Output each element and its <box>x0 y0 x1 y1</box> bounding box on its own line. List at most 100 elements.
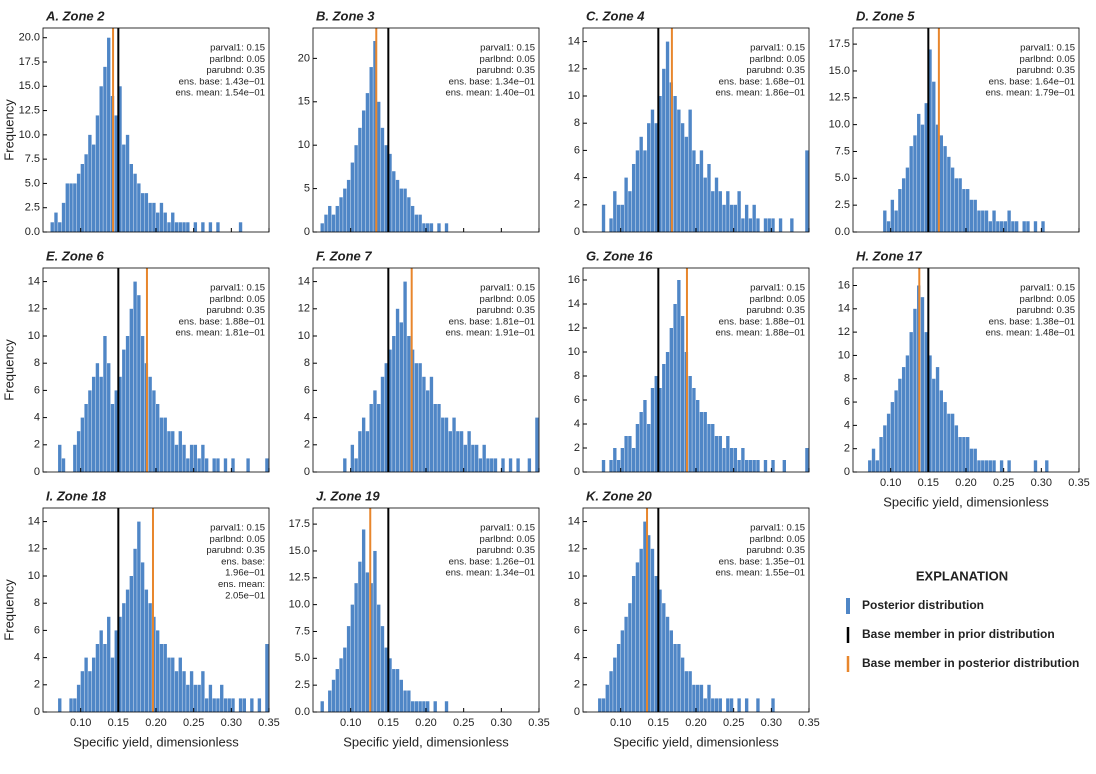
panel-title: E. Zone 6 <box>46 248 105 263</box>
y-tick-label: 5.0 <box>295 652 310 664</box>
x-tick-label: 0.10 <box>70 717 91 729</box>
bar <box>73 444 77 472</box>
y-tick-label: 10 <box>28 330 40 342</box>
bar <box>361 529 366 712</box>
y-tick-label: 2 <box>574 679 580 691</box>
annotation: ens. base: 1.64e−01 <box>989 76 1075 87</box>
bar <box>741 448 745 472</box>
bar <box>414 363 419 472</box>
bar <box>365 93 370 232</box>
bar <box>714 177 719 232</box>
bar <box>95 363 100 472</box>
y-tick-label: 5.0 <box>835 172 850 184</box>
y-tick-label: 14 <box>568 298 580 310</box>
annotation: parlbnd: 0.05 <box>210 534 265 545</box>
y-tick-label: 10 <box>298 139 310 151</box>
bar <box>493 458 498 472</box>
y-tick-label: 12 <box>28 303 40 315</box>
bar <box>118 86 122 233</box>
bar <box>197 458 201 472</box>
bar <box>208 222 213 232</box>
bar <box>722 204 726 232</box>
bar <box>620 448 625 472</box>
bar <box>707 684 711 712</box>
bar <box>1011 221 1015 232</box>
bar <box>650 548 655 712</box>
y-tick-label: 6 <box>34 384 40 396</box>
bar <box>692 150 696 232</box>
bar <box>324 214 328 232</box>
y-tick-label: 12 <box>298 303 310 315</box>
bar <box>763 460 768 472</box>
bar <box>61 458 66 472</box>
y-tick-label: 2.5 <box>835 199 850 211</box>
y-tick-label: 16 <box>568 274 580 286</box>
bar <box>88 390 92 472</box>
bar <box>212 698 216 712</box>
bar <box>771 460 775 472</box>
bar <box>137 183 141 232</box>
bar <box>69 183 73 232</box>
y-axis-label: Frequency <box>1 99 16 161</box>
y-tick-label: 0 <box>304 226 310 238</box>
bar <box>669 328 673 472</box>
legend-title: EXPLANATION <box>916 568 1008 583</box>
bar <box>703 698 707 712</box>
annotation: ens. mean: 1.40e−01 <box>445 88 535 99</box>
bar <box>107 363 111 472</box>
annotation: ens. base: 1.68e−01 <box>719 76 805 87</box>
bar <box>898 189 902 232</box>
bar <box>358 431 362 472</box>
bar <box>178 222 182 232</box>
bar <box>684 136 689 232</box>
bar <box>174 222 179 232</box>
bar <box>354 458 358 472</box>
x-tick-label: 0.15 <box>378 717 399 729</box>
bar <box>613 191 617 232</box>
bar <box>992 210 996 232</box>
bar <box>178 657 182 712</box>
annotation: parlbnd: 0.05 <box>210 294 265 305</box>
annotation: ens. base: 1.34e−01 <box>449 76 535 87</box>
x-tick-label: 0.25 <box>993 477 1014 489</box>
x-tick-label: 0.25 <box>183 717 204 729</box>
y-tick-label: 7.5 <box>835 145 850 157</box>
bar <box>148 202 152 232</box>
y-tick-label: 12.5 <box>829 92 850 104</box>
bar <box>339 197 343 232</box>
bar <box>639 412 643 472</box>
bar <box>122 144 126 232</box>
bar <box>905 167 910 232</box>
bar <box>410 701 415 712</box>
bar <box>1003 221 1008 232</box>
bar <box>174 444 179 472</box>
bar <box>624 177 628 232</box>
bar <box>635 150 640 232</box>
bar <box>696 400 700 472</box>
x-tick-label: 0.30 <box>1031 477 1052 489</box>
x-tick-label: 0.15 <box>918 477 939 489</box>
bar <box>935 124 940 232</box>
bar <box>231 458 235 472</box>
bar <box>508 458 513 472</box>
annotation: parubnd: 0.35 <box>746 545 805 556</box>
y-tick-label: 17.5 <box>289 518 310 530</box>
x-tick-label: 0.30 <box>221 717 242 729</box>
bar <box>129 308 133 472</box>
annotation: ens. mean: 1.79e−01 <box>985 88 1075 99</box>
y-tick-label: 20 <box>298 52 310 64</box>
annotation: parubnd: 0.35 <box>476 65 535 76</box>
annotation: parubnd: 0.35 <box>1016 65 1075 76</box>
bar <box>456 431 460 472</box>
bar <box>148 376 152 472</box>
bar <box>620 204 625 232</box>
bar <box>331 679 336 712</box>
bar <box>996 221 1000 232</box>
bar <box>80 417 85 472</box>
bar <box>711 424 715 472</box>
x-tick-label: 0.20 <box>955 477 976 489</box>
bar <box>737 698 741 712</box>
bar <box>643 400 647 472</box>
bar <box>969 448 974 472</box>
